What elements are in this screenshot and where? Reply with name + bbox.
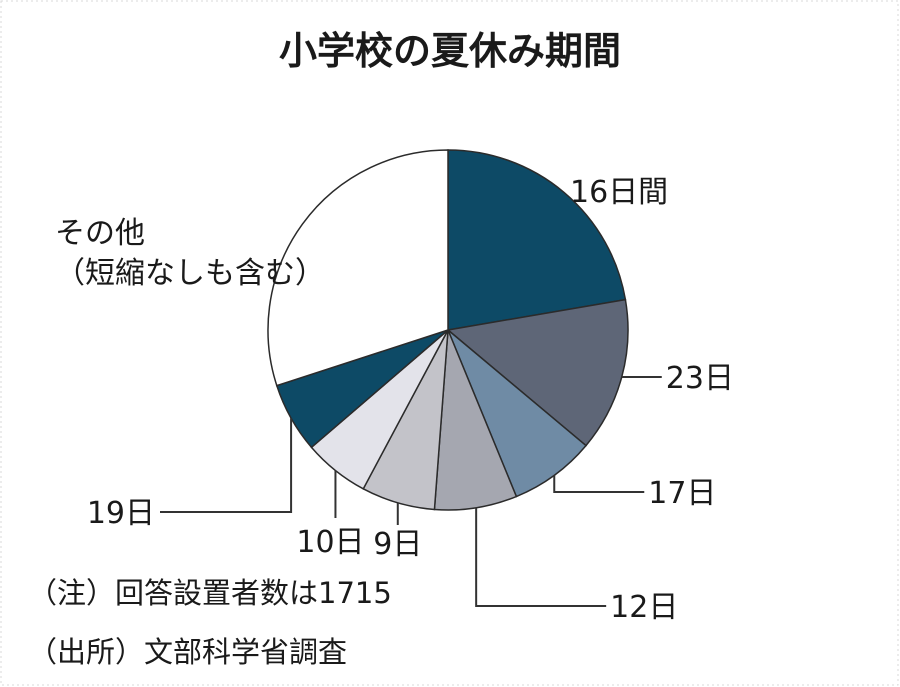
slice-label-16days: 16日間	[570, 175, 668, 210]
pie-slices	[267, 149, 629, 511]
slice-label-19days: 19日	[87, 496, 155, 531]
leader-12days	[475, 507, 607, 607]
slice-label-other-line-2: （短縮なしも含む）	[55, 256, 325, 291]
slice-label-10days: 10日	[296, 525, 364, 560]
note-respondents: （注）回答設置者数は1715	[28, 576, 392, 610]
slice-label-17days: 17日	[648, 476, 716, 511]
slice-label-23days: 23日	[666, 361, 734, 396]
pie-slice-other	[267, 149, 449, 387]
slice-labels: 16日間 23日 17日 12日 9日 10日 19日 その他 （短縮なしも含む）	[55, 175, 734, 625]
slice-label-9days: 9日	[373, 527, 422, 562]
slice-label-12days: 12日	[610, 590, 678, 625]
pie-slice-16days	[447, 149, 627, 331]
leader-lines	[160, 375, 662, 607]
leader-19days	[160, 418, 293, 513]
leader-17days	[553, 475, 645, 493]
slice-label-other-line-1: その他	[55, 216, 145, 251]
note-source: （出所）文部科学省調査	[28, 635, 347, 669]
chart-title: 小学校の夏休み期間	[279, 29, 621, 73]
